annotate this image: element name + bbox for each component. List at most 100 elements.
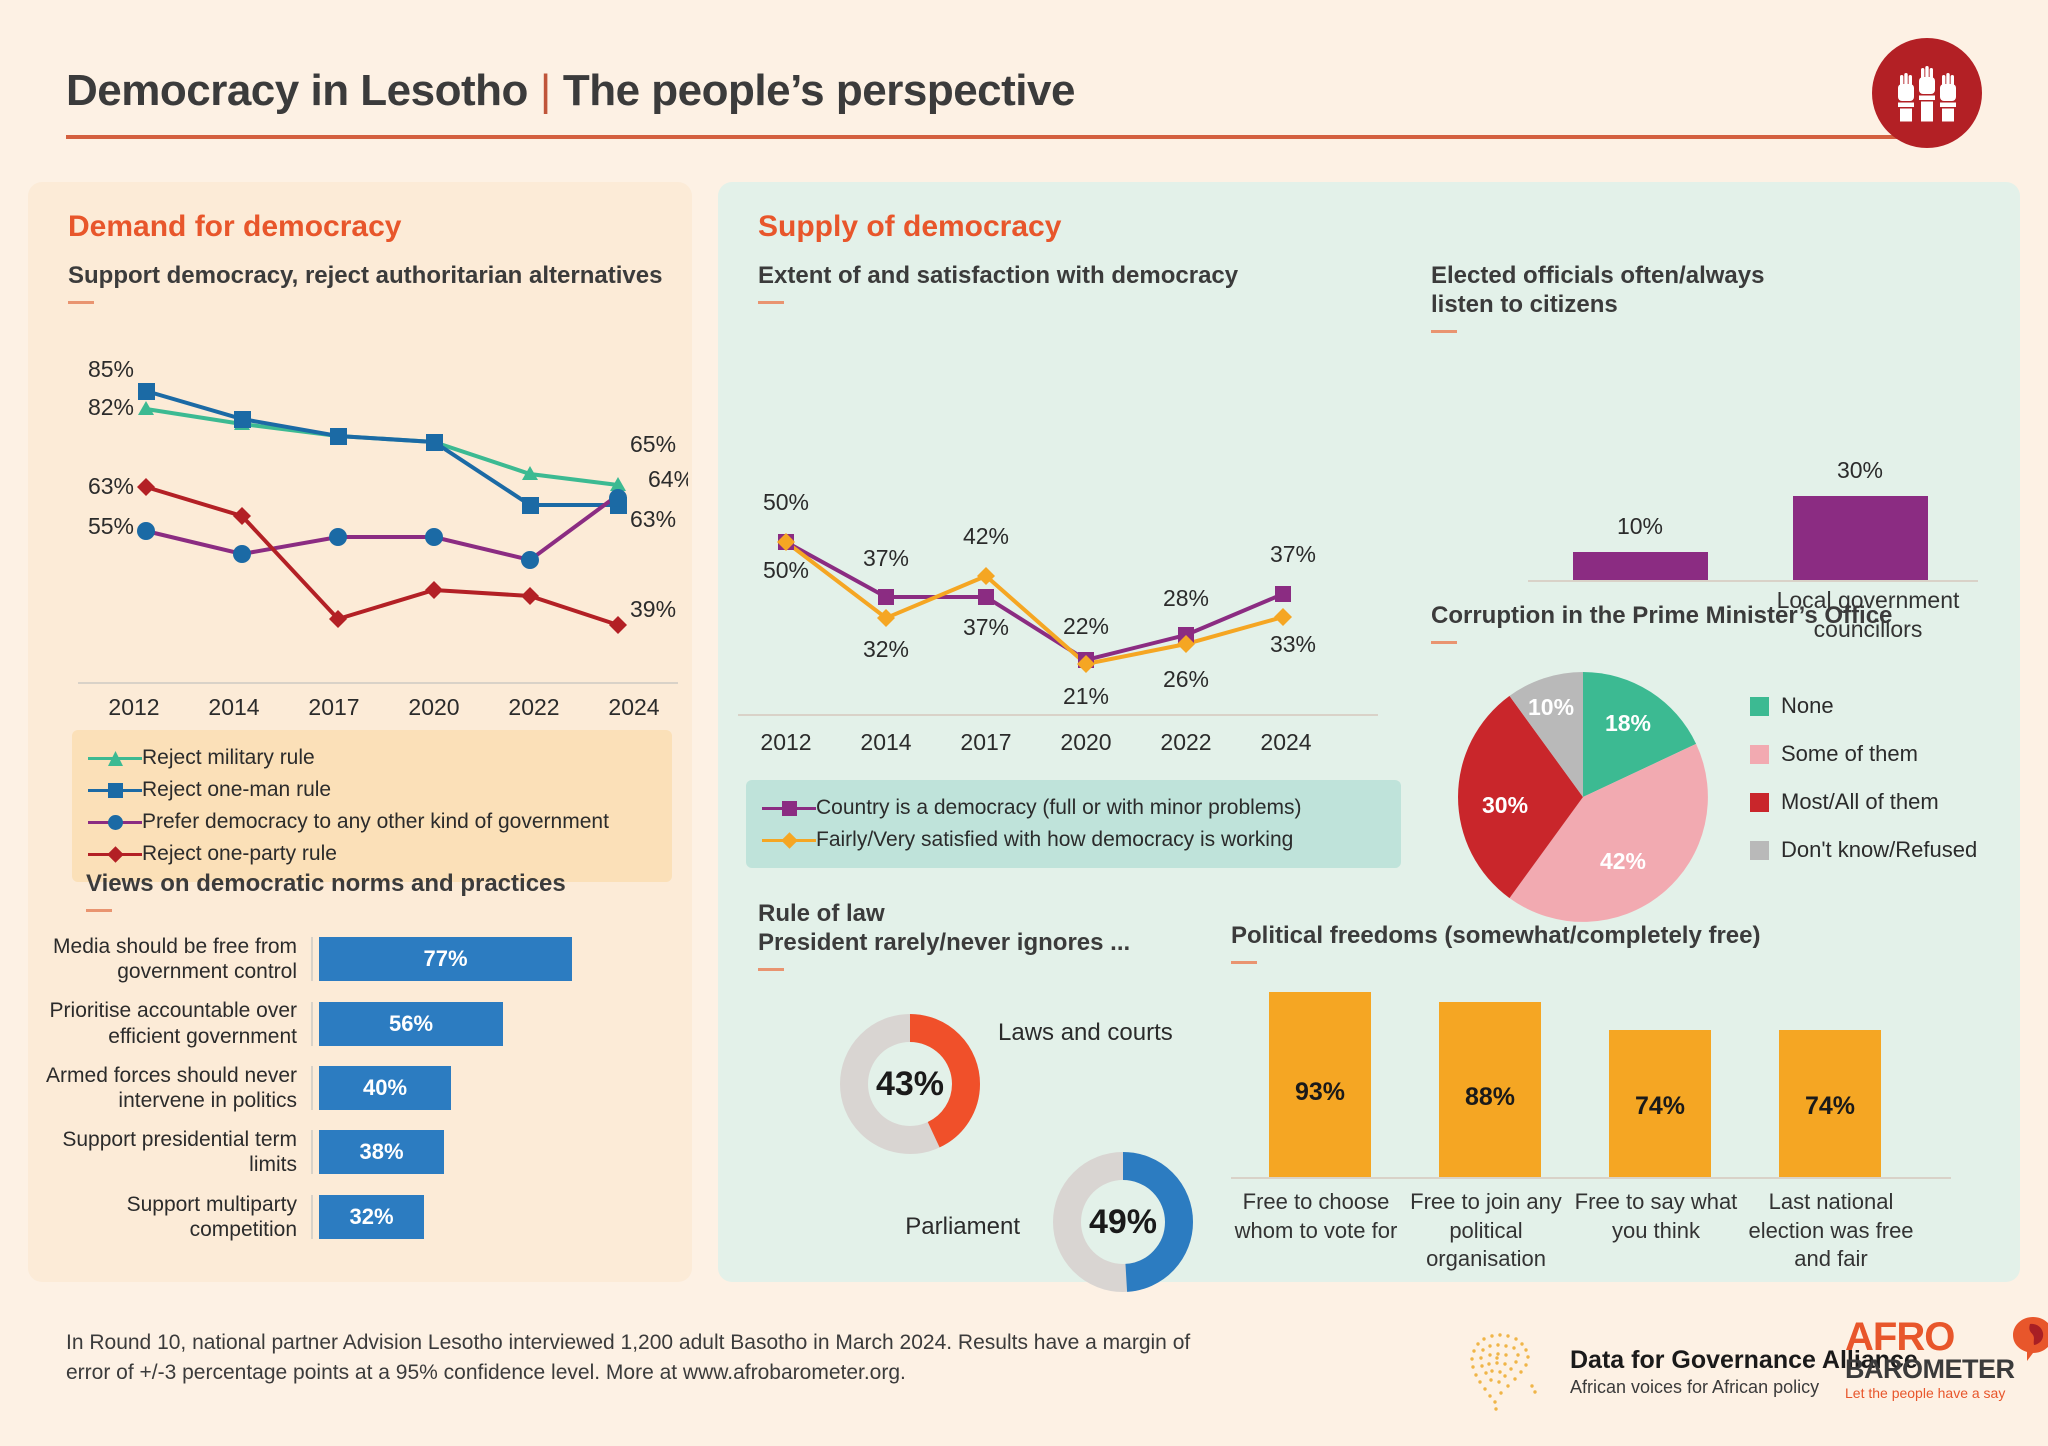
norms-label: Media should be free from government con… bbox=[53, 935, 297, 984]
pie-legend-item-dont-know-refused: Don't know/Refused bbox=[1750, 826, 1977, 874]
norms-row-armed-forces: Armed forces should never intervene in p… bbox=[46, 1063, 686, 1113]
norms-track: 40% bbox=[311, 1065, 656, 1110]
pie-legend-item-some-of-them: Some of them bbox=[1750, 730, 1977, 778]
label-prefer-democracy-end: 63% bbox=[630, 506, 676, 532]
bar-value-free-to-join-organisation: 88% bbox=[1465, 1083, 1515, 1111]
norms-label: Support multiparty competition bbox=[126, 1192, 297, 1241]
donut-value-arc bbox=[840, 1014, 980, 1154]
series-markers-country-is-democracy bbox=[778, 534, 1291, 668]
bar-value-election-free-and-fair: 74% bbox=[1805, 1092, 1855, 1120]
xtick-2020: 2020 bbox=[1060, 729, 1111, 755]
pie-slice-some-of-them bbox=[1509, 743, 1708, 922]
supply-label-2012-satisfied: 50% bbox=[763, 557, 809, 583]
ruleoflaw-title-wrap: Rule of law President rarely/never ignor… bbox=[758, 900, 1130, 971]
freedoms-title-wrap: Political freedoms (somewhat/completely … bbox=[1231, 922, 1761, 964]
xtick-line: whom to vote for bbox=[1234, 1217, 1398, 1243]
series-markers-satisfied-with-democracy bbox=[777, 533, 1292, 673]
series-line-reject-one-man-rule bbox=[145, 389, 618, 507]
legend-item-satisfied-with-democracy: Fairly/Very satisfied with how democracy… bbox=[762, 824, 1385, 856]
dga-name: Data for Governance Alliance bbox=[1570, 1346, 1918, 1374]
freedoms-xtick-free-to-choose-vote: Free to choose whom to vote for bbox=[1231, 1188, 1401, 1274]
pie-legend-item-none: None bbox=[1750, 682, 1977, 730]
title-main: Democracy in Lesotho bbox=[66, 66, 528, 115]
supply-label-2022-democracy: 28% bbox=[1163, 585, 1209, 611]
xtick-2017: 2017 bbox=[960, 729, 1011, 755]
supply-label-2017-democracy: 37% bbox=[963, 614, 1009, 640]
norms-row-multiparty: Support multiparty competition 32% bbox=[46, 1192, 686, 1242]
series-line-satisfied-with-democracy bbox=[784, 540, 1284, 667]
xtick-line: political bbox=[1449, 1217, 1523, 1243]
footer-note: In Round 10, national partner Advision L… bbox=[66, 1328, 1236, 1389]
pie-value-dont-know-refused: 10% bbox=[1528, 694, 1574, 720]
series-markers-reject-one-man-rule bbox=[138, 383, 627, 514]
corruption-title-wrap: Corruption in the Prime Minister’s Offic… bbox=[1431, 602, 1892, 644]
pie-legend-label: None bbox=[1781, 693, 1834, 718]
xtick-line: Free to say what bbox=[1574, 1189, 1738, 1214]
supply-label-2024-satisfied: 33% bbox=[1270, 631, 1316, 657]
afrobarometer-logo: AFRO BAROMETER Let the people have a say bbox=[1845, 1315, 2048, 1401]
legend-label: Reject one-party rule bbox=[142, 842, 337, 865]
freedoms-xtick-free-to-say-what-you-think: Free to say what you think bbox=[1571, 1188, 1741, 1274]
series-line-reject-one-party-rule bbox=[145, 485, 619, 627]
supply-label-2014-democracy: 37% bbox=[863, 545, 909, 571]
norms-value: 32% bbox=[349, 1203, 394, 1229]
demand-panel: Demand for democracy Support democracy, … bbox=[28, 182, 692, 1282]
header-divider bbox=[66, 135, 1906, 139]
bar-value-local-government-councillors: 30% bbox=[1837, 457, 1883, 483]
donut-value-parliament: 49% bbox=[1089, 1203, 1157, 1241]
supply-label-2014-satisfied: 32% bbox=[863, 636, 909, 662]
afro-wordmark-line2: BAROMETER bbox=[1845, 1354, 2015, 1384]
xtick-line: organisation bbox=[1426, 1246, 1546, 1272]
series-markers-prefer-democracy bbox=[137, 489, 627, 569]
footer-note-line2: error of +/-3 percentage points at a 95%… bbox=[66, 1361, 906, 1385]
corruption-pie-chart: 18% 42% 30% 10% bbox=[1458, 672, 1708, 922]
label-reject-one-party-start: 63% bbox=[88, 473, 134, 499]
supply-label-2017-satisfied: 42% bbox=[963, 523, 1009, 549]
supply-label-2022-satisfied: 26% bbox=[1163, 666, 1209, 692]
bar-election-free-and-fair bbox=[1779, 1030, 1881, 1177]
norms-label: Prioritise accountable over efficient go… bbox=[49, 999, 297, 1048]
norms-row-media-free: Media should be free from government con… bbox=[46, 934, 686, 984]
label-reject-military-start: 82% bbox=[88, 394, 134, 420]
pie-value-none: 18% bbox=[1605, 710, 1651, 736]
norms-label: Armed forces should never intervene in p… bbox=[46, 1063, 297, 1112]
bar-free-to-join-organisation bbox=[1439, 1002, 1541, 1177]
swatch-dont-know-refused-icon bbox=[1750, 840, 1769, 860]
label-reject-one-party-end: 39% bbox=[630, 596, 676, 622]
label-prefer-democracy-start: 55% bbox=[88, 513, 134, 539]
bar-value-free-to-say-what-you-think: 74% bbox=[1635, 1092, 1685, 1120]
norms-track: 77% bbox=[311, 937, 656, 982]
legend-glyph-diamond-icon bbox=[88, 845, 142, 863]
supply-label-2024-democracy: 37% bbox=[1270, 541, 1316, 567]
legend-glyph-diamond-icon bbox=[762, 831, 816, 849]
label-reject-one-man-end: 64% bbox=[648, 466, 688, 492]
dga-tagline: African voices for African policy bbox=[1570, 1377, 1820, 1397]
ruleoflaw-title: Rule of law bbox=[758, 900, 885, 927]
legend-label: Fairly/Very satisfied with how democracy… bbox=[816, 828, 1294, 851]
rule-of-law-donuts: 43% Laws and courts 49% Parliament bbox=[840, 1014, 1193, 1292]
demand-section-title: Demand for democracy bbox=[68, 210, 402, 243]
norms-track: 38% bbox=[311, 1130, 656, 1175]
xtick-line2: councillors bbox=[1813, 615, 1923, 642]
elected-title-wrap: Elected officials often/always listen to… bbox=[1431, 262, 1764, 333]
norms-label: Support presidential term limits bbox=[62, 1128, 297, 1177]
pie-legend-label: Most/All of them bbox=[1781, 789, 1939, 814]
legend-item-reject-military-rule: Reject military rule bbox=[88, 742, 656, 774]
title-tick bbox=[1431, 329, 1457, 333]
norms-track: 56% bbox=[311, 1001, 656, 1046]
pie-legend-item-most-all-of-them: Most/All of them bbox=[1750, 778, 1977, 826]
bar-free-to-say-what-you-think bbox=[1609, 1030, 1711, 1177]
swatch-some-of-them-icon bbox=[1750, 744, 1769, 764]
xtick-line: Free to choose bbox=[1242, 1189, 1390, 1214]
supply-chart-title-wrap: Extent of and satisfaction with democrac… bbox=[758, 262, 1238, 304]
norms-chart-title: Views on democratic norms and practices bbox=[86, 870, 566, 897]
xtick-2024: 2024 bbox=[1260, 729, 1311, 755]
norms-title-wrap: Views on democratic norms and practices bbox=[86, 870, 566, 912]
pie-slice-most-all-of-them bbox=[1458, 695, 1583, 899]
title-separator: | bbox=[539, 66, 551, 115]
xtick-2014: 2014 bbox=[860, 729, 911, 755]
xtick-2022: 2022 bbox=[1160, 729, 1211, 755]
afro-wordmark-line1: AFRO bbox=[1845, 1315, 1955, 1359]
data-for-governance-alliance-logo: Data for Governance Alliance African voi… bbox=[1456, 1324, 1918, 1420]
legend-glyph-circle-icon bbox=[88, 813, 142, 831]
